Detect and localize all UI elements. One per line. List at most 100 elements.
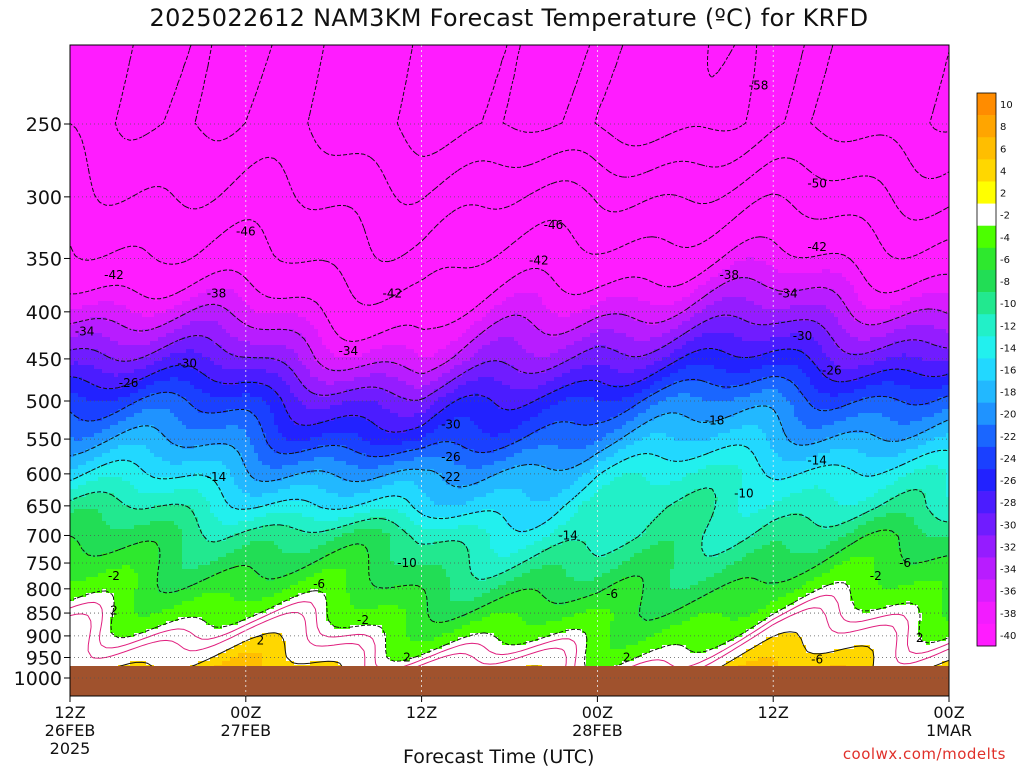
temp-cell [454,53,459,58]
temp-cell [86,57,91,62]
temp-cell [362,45,367,50]
temp-cell [394,49,399,54]
temp-cell [782,49,787,54]
temp-cell [622,53,627,58]
temp-cell [126,49,131,54]
temp-cell [842,53,847,58]
temp-cell [298,49,303,54]
temp-cell [822,61,827,66]
temp-cell [114,53,119,58]
temp-cell [826,49,831,54]
temp-cell [438,61,443,66]
temp-cell [170,57,175,62]
temp-cell [478,53,483,58]
temp-cell [742,49,747,54]
temp-cell [274,53,279,58]
temp-cell [806,45,811,50]
temp-cell [662,57,667,62]
temp-cell [718,61,723,66]
temp-cell [102,61,107,66]
temp-cell [774,61,779,66]
temp-cell [350,49,355,54]
temp-cell [294,53,299,58]
temp-cell [870,57,875,62]
temp-cell [82,49,87,54]
temp-cell [226,57,231,62]
temp-cell [510,49,515,54]
temp-cell [222,61,227,66]
temp-cell [338,61,343,66]
temp-cell [670,53,675,58]
temp-cell [622,57,627,62]
temp-cell [782,53,787,58]
temp-cell [122,57,127,62]
temp-cell [270,49,275,54]
temp-cell [926,53,931,58]
temp-cell [598,45,603,50]
temp-cell [602,61,607,66]
temp-cell [854,49,859,54]
temp-cell [358,61,363,66]
temp-cell [214,45,219,50]
temp-cell [210,61,215,66]
temp-cell [506,53,511,58]
temp-cell [342,45,347,50]
temp-cell [638,53,643,58]
temp-cell [542,49,547,54]
temp-cell [578,53,583,58]
temp-cell [234,61,239,66]
temp-cell [786,61,791,66]
temp-cell [554,61,559,66]
temp-cell [494,53,499,58]
temp-cell [306,61,311,66]
temp-cell [394,53,399,58]
temp-cell [558,57,563,62]
temp-cell [510,53,515,58]
temp-cell [482,57,487,62]
temp-cell [122,61,127,66]
temp-cell [682,57,687,62]
temp-cell [734,57,739,62]
temp-cell [798,49,803,54]
temp-cell [550,49,555,54]
temp-cell [918,49,923,54]
temp-cell [246,49,251,54]
temp-cell [298,53,303,58]
temp-cell [378,61,383,66]
temp-cell [434,61,439,66]
temp-cell [586,57,591,62]
temp-cell [378,57,383,62]
temp-cell [914,49,919,54]
temp-cell [638,61,643,66]
temp-cell [874,49,879,54]
temp-cell [694,57,699,62]
temp-cell [330,49,335,54]
temp-cell [486,45,491,50]
temp-cell [114,49,119,54]
temp-cell [786,45,791,50]
temp-cell [218,57,223,62]
temp-cell [566,49,571,54]
temp-cell [486,57,491,62]
temp-cell [850,57,855,62]
temp-cell [122,65,127,70]
temp-cell [870,53,875,58]
temp-cell [490,57,495,62]
temp-cell [706,57,711,62]
temp-cell [74,53,79,58]
temp-cell [690,53,695,58]
temp-cell [354,53,359,58]
temp-cell [490,49,495,54]
temp-cell [254,61,259,66]
temp-cell [414,57,419,62]
temp-cell [786,57,791,62]
temp-cell [774,45,779,50]
temp-cell [606,45,611,50]
temp-cell [394,57,399,62]
temp-cell [846,57,851,62]
temp-cell [910,57,915,62]
temp-cell [602,49,607,54]
temperature-fill-bands [70,45,951,670]
temp-cell [286,57,291,62]
temp-cell [506,57,511,62]
